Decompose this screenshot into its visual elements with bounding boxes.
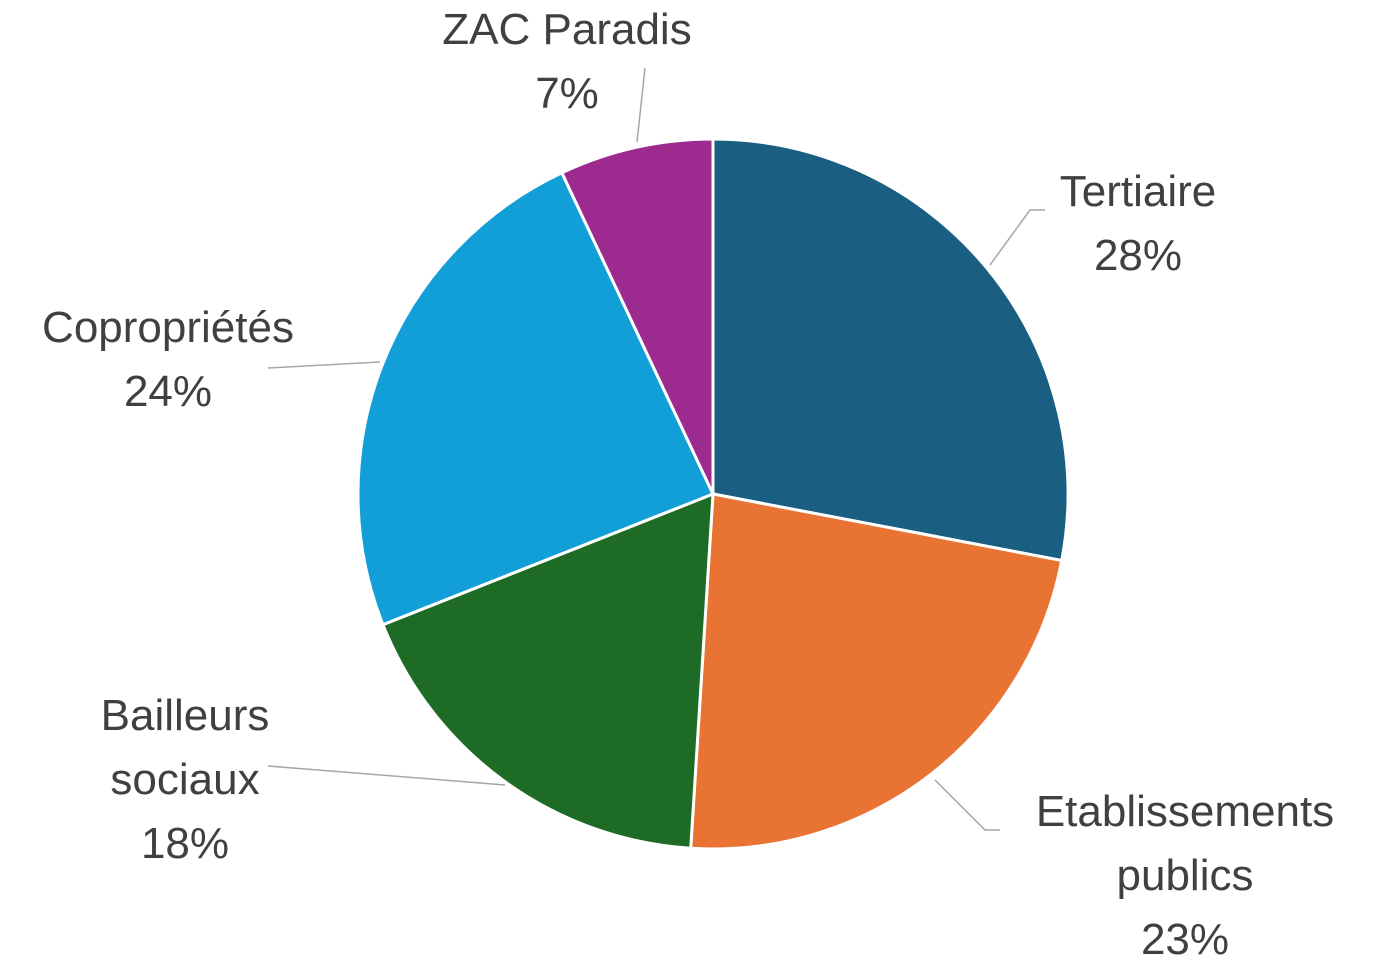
pie-slice — [356, 170, 716, 627]
data-label: Bailleurs sociaux 18% — [55, 684, 315, 876]
category-label: Bailleurs sociaux — [100, 691, 270, 804]
pie-slice — [380, 491, 715, 850]
category-label: ZAC Paradis — [442, 5, 692, 54]
category-label: Copropriétés — [42, 303, 294, 352]
leader-line — [989, 209, 1045, 266]
leader-line — [934, 779, 1000, 831]
value-label: 7% — [535, 69, 599, 118]
pie-slice — [689, 492, 1064, 851]
category-label: Tertiaire — [1059, 167, 1217, 216]
leader-line — [267, 361, 381, 369]
pie-slice — [711, 137, 1070, 563]
value-label: 28% — [1093, 231, 1183, 280]
data-label: ZAC Paradis 7% — [407, 0, 727, 126]
value-label: 18% — [140, 819, 230, 868]
value-label: 23% — [1140, 915, 1230, 958]
data-label: Tertiaire 28% — [988, 160, 1288, 288]
data-label: Etablissements publics 23% — [1000, 780, 1370, 958]
data-label: Copropriétés 24% — [8, 296, 328, 424]
leader-line — [267, 765, 506, 786]
value-label: 24% — [123, 367, 213, 416]
pie-slice — [559, 137, 715, 495]
category-label: Etablissements publics — [1035, 787, 1335, 900]
leader-line — [636, 67, 646, 143]
